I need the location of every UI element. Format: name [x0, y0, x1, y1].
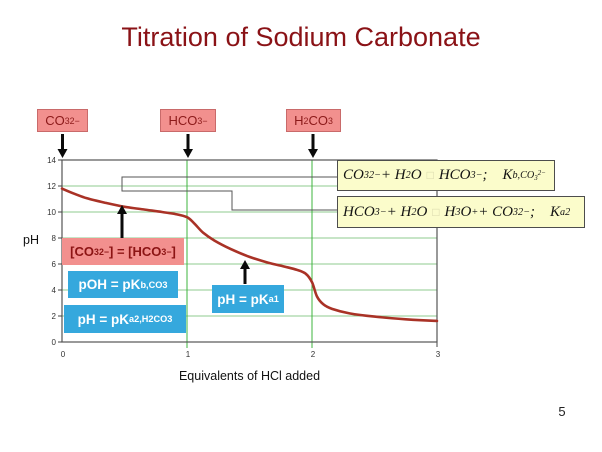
- bicarbonate-region-arrow-head: [183, 149, 193, 158]
- slide-title: Titration of Sodium Carbonate: [121, 22, 481, 52]
- y-tick-label: 2: [52, 312, 57, 321]
- half-equivalence-1-arrow-head: [117, 205, 127, 214]
- x-tick-label: 3: [436, 350, 441, 359]
- poh-pkb-annotation-box: pOH = pK b,CO3: [68, 271, 178, 298]
- equality-annotation-box: [CO 3 2−] = [HCO 3−]: [62, 238, 184, 265]
- x-axis-title: Equivalents of HCl added: [178, 369, 321, 383]
- species-label-carbonic-acid: H 2 CO 3: [286, 109, 341, 132]
- y-tick-label: 12: [47, 182, 56, 191]
- y-tick-label: 8: [52, 234, 57, 243]
- half-equivalence-2-arrow-head: [240, 260, 250, 269]
- x-tick-label: 1: [186, 350, 191, 359]
- species-label-carbonate: CO 3 2−: [37, 109, 88, 132]
- y-tick-label: 10: [47, 208, 56, 217]
- species-label-bicarbonate: HCO 3−: [160, 109, 216, 132]
- y-tick-label: 6: [52, 260, 57, 269]
- carbonate-region-arrow-head: [57, 149, 68, 158]
- page-number: 5: [558, 404, 566, 419]
- y-tick-label: 0: [52, 338, 57, 347]
- ph-pka2-annotation-box: pH = pK a2,H2CO3: [64, 305, 186, 333]
- ph-pka1-annotation-box: pH = pK a1: [212, 285, 284, 313]
- y-tick-label: 14: [47, 156, 56, 165]
- titration-curve: [60, 187, 439, 323]
- x-tick-label: 0: [61, 350, 66, 359]
- y-axis-title: pH: [23, 233, 39, 247]
- carbonic-acid-region-arrow-head: [308, 149, 318, 158]
- y-tick-label: 4: [52, 286, 57, 295]
- x-tick-label: 2: [311, 350, 316, 359]
- equation-connector-lines: [121, 176, 337, 211]
